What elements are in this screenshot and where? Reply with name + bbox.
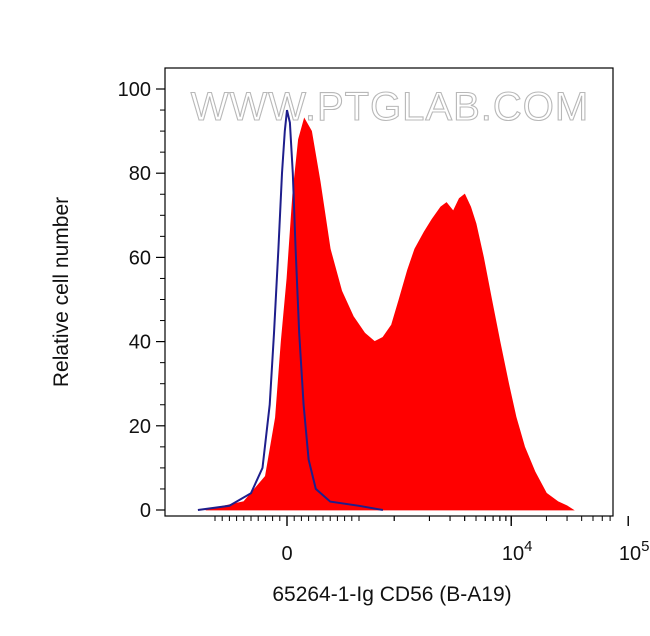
x-tick-label: 105 <box>619 538 650 565</box>
y-axis: 0 20 40 60 80 100 <box>118 79 165 522</box>
histogram-filled-series-0 <box>205 117 575 511</box>
y-tick-label: 100 <box>118 79 151 101</box>
watermark-text: WWW.PTGLAB.COM <box>191 85 589 129</box>
x-tick-label: 0 <box>281 543 292 565</box>
x-axis: 0 104 105 <box>214 516 650 565</box>
x-tick-label: 104 <box>502 538 533 565</box>
y-axis-title: Relative cell number <box>50 197 73 387</box>
y-tick-label: 20 <box>129 416 151 438</box>
y-tick-label: 40 <box>129 332 151 354</box>
series-layer <box>197 109 575 511</box>
histogram-outline-series-1 <box>197 109 384 511</box>
plot-frame <box>164 67 614 517</box>
y-tick-label: 0 <box>140 500 151 522</box>
y-tick-label: 80 <box>129 163 151 185</box>
y-tick-label: 60 <box>129 247 151 269</box>
x-axis-title: 65264-1-Ig CD56 (B-A19) <box>272 583 511 606</box>
